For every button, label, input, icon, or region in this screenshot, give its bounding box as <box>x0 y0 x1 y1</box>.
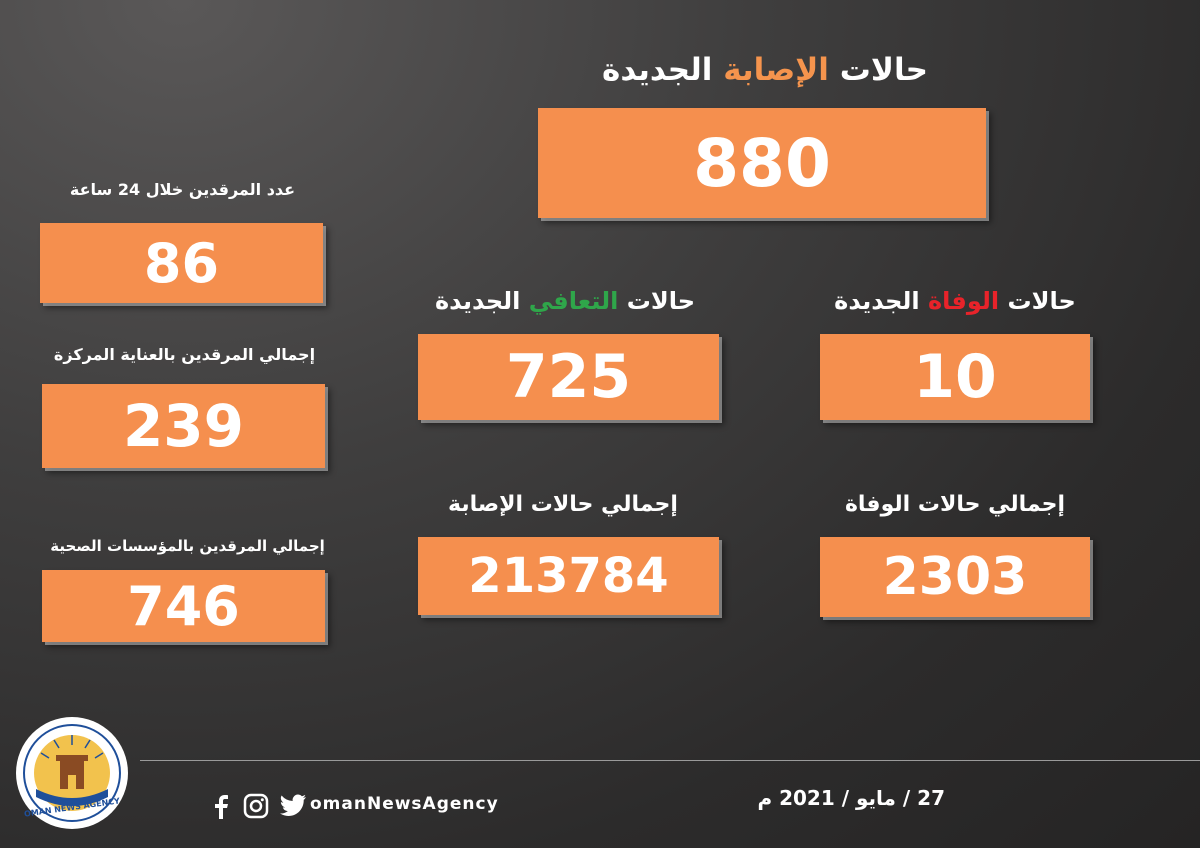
new-cases-title-post: الجديدة <box>602 52 724 88</box>
new-recoveries-title-pre: حالات <box>618 287 696 315</box>
publication-date: 27 / مايو / 2021 م <box>757 786 945 810</box>
total-deaths-value: 2303 <box>820 537 1090 617</box>
new-recoveries-value: 725 <box>418 334 719 420</box>
facebook-icon[interactable] <box>211 793 231 819</box>
new-recoveries-title-highlight: التعافي <box>528 287 619 315</box>
icu-total-title: إجمالي المرقدين بالعناية المركزة <box>53 345 316 364</box>
new-recoveries-title: حالات التعافي الجديدة <box>400 287 730 315</box>
new-deaths-title-post: الجديدة <box>834 287 928 315</box>
new-deaths-title-highlight: الوفاة <box>927 287 1000 315</box>
new-recoveries-title-post: الجديدة <box>434 287 529 315</box>
new-deaths-title: حالات الوفاة الجديدة <box>810 287 1100 315</box>
new-deaths-value: 10 <box>820 334 1090 420</box>
new-cases-title: حالات الإصابة الجديدة <box>540 52 990 88</box>
hosp-total-title: إجمالي المرقدين بالمؤسسات الصحية <box>50 537 325 555</box>
hosp-24h-value: 86 <box>40 223 323 303</box>
total-cases-title: إجمالي حالات الإصابة <box>448 492 678 517</box>
new-cases-value: 880 <box>538 108 986 218</box>
footer-divider <box>140 760 1200 761</box>
oman-news-agency-logo: OMAN NEWS AGENCY <box>14 715 130 831</box>
new-cases-title-pre: حالات <box>828 52 928 88</box>
hosp-total-value: 746 <box>42 570 325 642</box>
social-handle[interactable]: omanNewsAgency <box>310 794 499 814</box>
instagram-icon[interactable] <box>243 793 269 819</box>
twitter-icon[interactable] <box>279 794 307 818</box>
social-icons <box>211 792 307 820</box>
total-deaths-title: إجمالي حالات الوفاة <box>844 492 1066 517</box>
hosp-24h-title: عدد المرقدين خلال 24 ساعة <box>69 180 296 199</box>
icu-total-value: 239 <box>42 384 325 468</box>
total-cases-value: 213784 <box>418 537 719 615</box>
new-deaths-title-pre: حالات <box>999 287 1076 315</box>
new-cases-title-highlight: الإصابة <box>723 52 829 88</box>
